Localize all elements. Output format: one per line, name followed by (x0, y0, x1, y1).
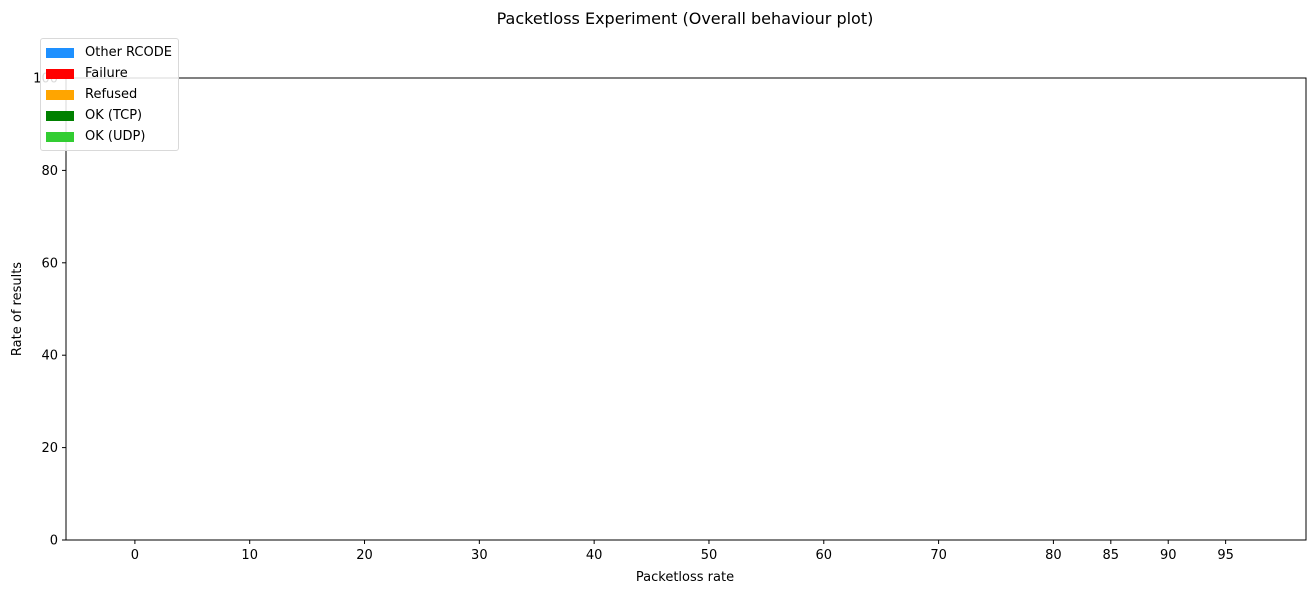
x-tick-label: 80 (1045, 548, 1062, 563)
legend-swatch (46, 47, 74, 58)
x-tick-label: 85 (1103, 548, 1120, 563)
x-tick-label: 20 (356, 548, 373, 563)
legend-swatch (46, 131, 74, 142)
x-tick-label: 10 (241, 548, 258, 563)
legend-label: Refused (85, 87, 138, 102)
y-tick-label: 0 (50, 534, 58, 549)
legend-label: Failure (85, 66, 128, 81)
y-axis-label: Rate of results (10, 262, 25, 356)
y-tick-label: 40 (41, 349, 58, 364)
legend-swatch (46, 68, 74, 79)
chart-title: Packetloss Experiment (Overall behaviour… (497, 9, 874, 28)
y-tick-label: 60 (41, 256, 58, 271)
x-tick-label: 70 (930, 548, 947, 563)
x-tick-label: 50 (701, 548, 718, 563)
legend-label: OK (TCP) (85, 108, 143, 123)
legend-swatch (46, 110, 74, 121)
legend-item: OK (TCP) (46, 105, 172, 126)
legend-item: Failure (46, 63, 172, 84)
x-axis: 0 10 20 30 40 50 60 70 80 85 90 95 (131, 540, 1234, 563)
x-axis-label: Packetloss rate (636, 570, 734, 585)
y-tick-label: 80 (41, 164, 58, 179)
legend-swatch (46, 89, 74, 100)
x-tick-label: 60 (816, 548, 833, 563)
x-tick-label: 40 (586, 548, 603, 563)
x-tick-label: 90 (1160, 548, 1177, 563)
plot-area-frame (65, 77, 1307, 541)
chart-legend: Other RCODE Failure Refused OK (TCP) OK (UDP… (40, 38, 179, 151)
legend-label: Other RCODE (85, 45, 172, 60)
legend-item: Refused (46, 84, 172, 105)
legend-item: Other RCODE (46, 42, 172, 63)
x-tick-label: 95 (1217, 548, 1234, 563)
x-tick-label: 0 (131, 548, 139, 563)
x-tick-label: 30 (471, 548, 488, 563)
legend-item: OK (UDP) (46, 126, 172, 147)
legend-label: OK (UDP) (85, 129, 146, 144)
y-tick-label: 20 (41, 441, 58, 456)
